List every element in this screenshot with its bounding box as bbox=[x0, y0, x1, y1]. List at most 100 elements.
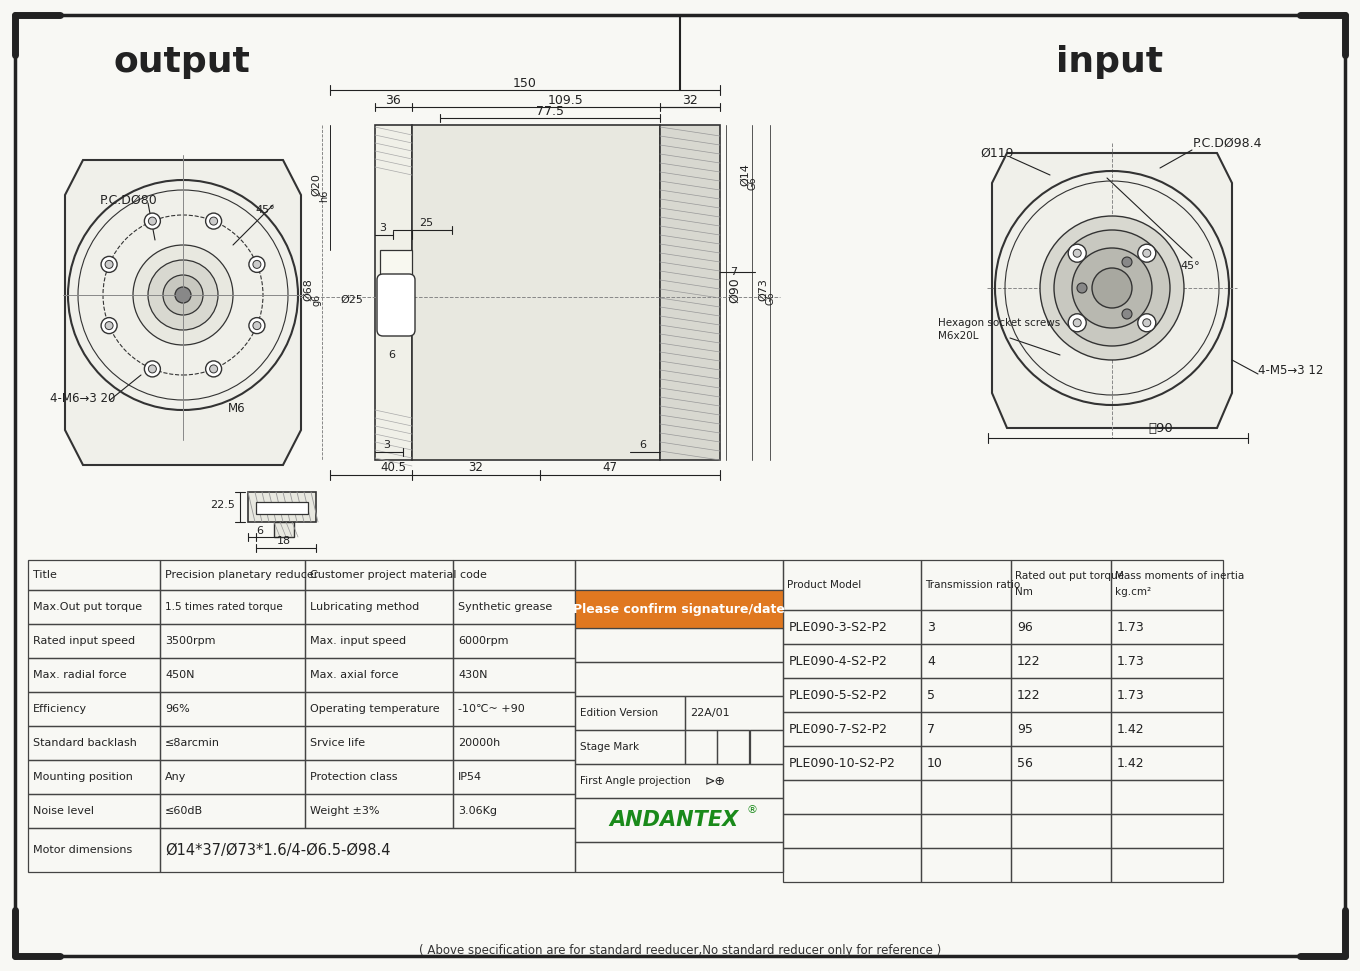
Text: Max. radial force: Max. radial force bbox=[33, 670, 126, 680]
Text: 22.5: 22.5 bbox=[211, 500, 235, 510]
Bar bbox=[375, 125, 412, 460]
Bar bbox=[29, 692, 160, 726]
Bar bbox=[453, 624, 575, 658]
Bar bbox=[1010, 644, 1111, 678]
Text: 4: 4 bbox=[928, 654, 934, 667]
Bar bbox=[1111, 848, 1223, 882]
Circle shape bbox=[253, 260, 261, 268]
Text: 7: 7 bbox=[928, 722, 936, 735]
Bar bbox=[783, 678, 921, 712]
Text: 96: 96 bbox=[1017, 620, 1032, 633]
Text: G6: G6 bbox=[748, 176, 758, 189]
Bar bbox=[29, 726, 160, 760]
Bar bbox=[305, 692, 453, 726]
Text: 18: 18 bbox=[277, 536, 291, 546]
Text: 122: 122 bbox=[1017, 688, 1040, 701]
Text: output: output bbox=[114, 45, 250, 79]
Text: 1.73: 1.73 bbox=[1117, 620, 1145, 633]
Text: Lubricating method: Lubricating method bbox=[310, 602, 419, 612]
Bar bbox=[160, 794, 305, 828]
Bar bbox=[921, 644, 1010, 678]
Text: Max.Out put torque: Max.Out put torque bbox=[33, 602, 143, 612]
Bar bbox=[921, 610, 1010, 644]
Circle shape bbox=[1068, 245, 1087, 262]
Text: g6: g6 bbox=[311, 294, 321, 306]
Text: h6: h6 bbox=[320, 189, 329, 202]
Bar bbox=[305, 658, 453, 692]
Bar bbox=[783, 848, 921, 882]
Text: 96%: 96% bbox=[165, 704, 190, 714]
Text: IP54: IP54 bbox=[458, 772, 483, 782]
Text: Weight ±3%: Weight ±3% bbox=[310, 806, 379, 816]
Circle shape bbox=[148, 365, 156, 373]
Bar bbox=[783, 780, 921, 814]
Text: 1.42: 1.42 bbox=[1117, 722, 1145, 735]
Text: 3.06Kg: 3.06Kg bbox=[458, 806, 496, 816]
Bar bbox=[921, 814, 1010, 848]
Text: 47: 47 bbox=[602, 460, 617, 474]
Text: Rated out put torque: Rated out put torque bbox=[1015, 571, 1123, 581]
Text: PLE090-10-S2-P2: PLE090-10-S2-P2 bbox=[789, 756, 896, 769]
Bar bbox=[453, 560, 575, 590]
Bar bbox=[29, 828, 160, 872]
Bar bbox=[273, 522, 294, 537]
Bar bbox=[1111, 814, 1223, 848]
Bar bbox=[575, 842, 783, 872]
Text: 22A/01: 22A/01 bbox=[690, 708, 729, 718]
Text: 3: 3 bbox=[928, 620, 934, 633]
Bar bbox=[305, 794, 453, 828]
FancyBboxPatch shape bbox=[377, 274, 415, 336]
Text: 95: 95 bbox=[1017, 722, 1032, 735]
Text: Precision planetary reducer: Precision planetary reducer bbox=[165, 570, 318, 580]
Bar bbox=[783, 814, 921, 848]
Bar bbox=[685, 730, 717, 764]
Circle shape bbox=[175, 287, 190, 303]
Circle shape bbox=[101, 256, 117, 273]
Circle shape bbox=[101, 318, 117, 334]
Bar bbox=[29, 760, 160, 794]
Text: ⊳⊕: ⊳⊕ bbox=[704, 775, 726, 787]
Text: Max. axial force: Max. axial force bbox=[310, 670, 398, 680]
Text: 1.5 times rated torque: 1.5 times rated torque bbox=[165, 602, 283, 612]
Text: Product Model: Product Model bbox=[787, 580, 861, 590]
Bar bbox=[1111, 712, 1223, 746]
Bar bbox=[575, 662, 783, 696]
Bar bbox=[453, 590, 575, 624]
Text: Please confirm signature/date: Please confirm signature/date bbox=[573, 602, 785, 616]
Bar bbox=[921, 560, 1010, 610]
Circle shape bbox=[209, 218, 218, 225]
Text: Ø73: Ø73 bbox=[758, 279, 768, 301]
Circle shape bbox=[105, 321, 113, 329]
Text: Synthetic grease: Synthetic grease bbox=[458, 602, 552, 612]
Text: 150: 150 bbox=[513, 77, 537, 89]
Circle shape bbox=[1072, 248, 1152, 328]
Text: ANDANTEX: ANDANTEX bbox=[609, 810, 738, 830]
Circle shape bbox=[1077, 283, 1087, 293]
Circle shape bbox=[144, 213, 160, 229]
Text: 1.73: 1.73 bbox=[1117, 654, 1145, 667]
Bar bbox=[575, 730, 685, 764]
Bar bbox=[248, 492, 316, 522]
Text: Rated input speed: Rated input speed bbox=[33, 636, 135, 646]
Bar bbox=[1010, 560, 1111, 610]
Bar bbox=[1111, 644, 1223, 678]
Circle shape bbox=[1138, 314, 1156, 332]
Text: Noise level: Noise level bbox=[33, 806, 94, 816]
Text: Mounting position: Mounting position bbox=[33, 772, 133, 782]
Circle shape bbox=[205, 361, 222, 377]
Text: 20000h: 20000h bbox=[458, 738, 500, 748]
Bar bbox=[1111, 746, 1223, 780]
Text: Operating temperature: Operating temperature bbox=[310, 704, 439, 714]
Bar bbox=[783, 712, 921, 746]
Text: -10℃~ +90: -10℃~ +90 bbox=[458, 704, 525, 714]
Text: Ø68: Ø68 bbox=[303, 279, 313, 301]
Text: 109.5: 109.5 bbox=[548, 93, 583, 107]
Text: M6x20L: M6x20L bbox=[938, 331, 978, 341]
Text: PLE090-3-S2-P2: PLE090-3-S2-P2 bbox=[789, 620, 888, 633]
Text: Efficiency: Efficiency bbox=[33, 704, 87, 714]
Circle shape bbox=[1122, 257, 1132, 267]
Bar bbox=[921, 848, 1010, 882]
Bar bbox=[1111, 780, 1223, 814]
Text: Ø20: Ø20 bbox=[311, 174, 321, 196]
Bar bbox=[379, 250, 412, 330]
